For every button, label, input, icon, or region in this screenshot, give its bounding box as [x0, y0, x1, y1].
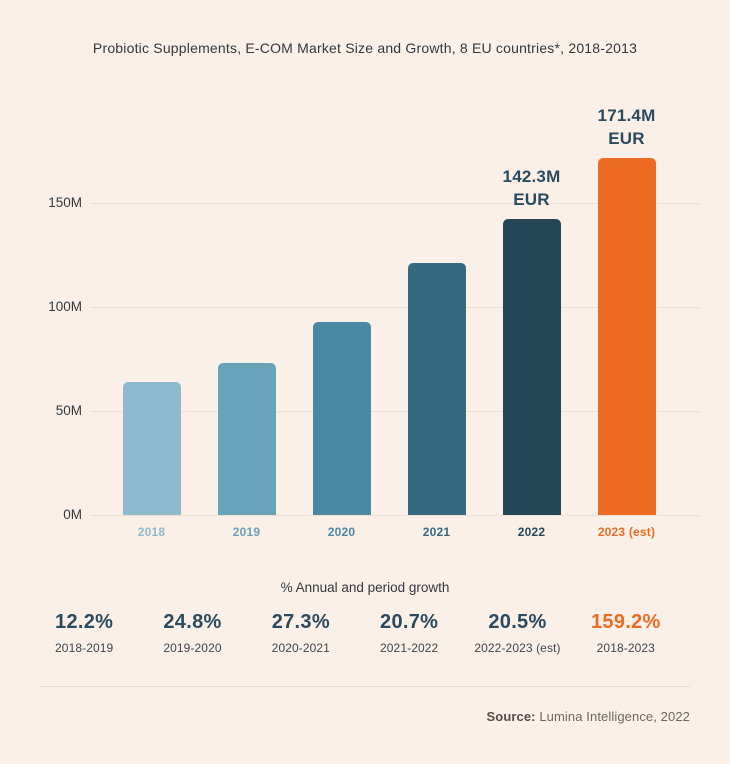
y-axis-tick-50m: 50M	[55, 403, 82, 418]
bar-column-2021	[389, 85, 484, 515]
callout-value: 171.4M	[597, 106, 656, 125]
y-axis-tick-100m: 100M	[48, 299, 82, 314]
x-axis-label-2023-est: 2023 (est)	[597, 525, 656, 539]
bar-column-2023-est: 171.4M EUR	[579, 85, 674, 515]
callout-unit: EUR	[608, 129, 645, 148]
callout-value: 142.3M	[502, 167, 561, 186]
growth-value: 159.2%	[590, 611, 661, 633]
bar-2021	[407, 263, 466, 515]
bar-column-2022: 142.3M EUR	[484, 85, 579, 515]
growth-range: 2018-2019	[55, 641, 114, 655]
bar-column-2020	[294, 85, 389, 515]
callout-unit: EUR	[513, 190, 550, 209]
growth-range: 2018-2023	[596, 641, 655, 655]
growth-range: 2022-2023 (est)	[474, 641, 561, 655]
x-axis-label-2019: 2019	[232, 525, 261, 539]
source-note: Source: Lumina Intelligence, 2022	[487, 709, 690, 724]
growth-section-heading: % Annual and period growth	[280, 580, 450, 595]
growth-range: 2019-2020	[163, 641, 222, 655]
x-axis-label-2021: 2021	[422, 525, 451, 539]
growth-item-2018-2023: 159.2% 2018-2023	[572, 610, 680, 655]
growth-value: 20.5%	[488, 611, 547, 633]
bar-value-callout-2023-est: 171.4M EUR	[598, 104, 656, 150]
growth-value: 20.7%	[380, 611, 439, 633]
x-axis-label-2018: 2018	[137, 525, 166, 539]
x-axis-label-2022: 2022	[517, 525, 546, 539]
growth-value: 27.3%	[271, 611, 330, 633]
bar-column-2019	[199, 85, 294, 515]
growth-item-2020-2021: 27.3% 2020-2021	[247, 610, 355, 655]
source-label: Source:	[486, 709, 536, 724]
growth-item-2018-2019: 12.2% 2018-2019	[30, 610, 138, 655]
y-gridline-150m	[90, 203, 700, 204]
growth-range: 2021-2022	[380, 641, 439, 655]
bar-2018	[122, 382, 181, 515]
bar-column-2018	[104, 85, 199, 515]
growth-range: 2020-2021	[271, 641, 330, 655]
y-axis-tick-150m: 150M	[48, 195, 82, 210]
bar-2020	[312, 322, 371, 515]
x-axis-label-2020: 2020	[327, 525, 356, 539]
bar-2019	[217, 363, 276, 515]
growth-row: 12.2% 2018-2019 24.8% 2019-2020 27.3% 2020-20…	[30, 610, 680, 655]
y-gridline-0m	[90, 515, 700, 516]
y-axis-tick-0m: 0M	[63, 507, 82, 522]
footer-divider	[40, 686, 690, 687]
growth-value: 24.8%	[163, 611, 222, 633]
y-gridline-100m	[90, 307, 700, 308]
source-text: Lumina Intelligence, 2022	[535, 709, 690, 724]
chart-title: Probiotic Supplements, E-COM Market Size…	[92, 40, 638, 56]
bar-2023-est	[597, 158, 656, 515]
y-gridline-50m	[90, 411, 700, 412]
growth-item-2021-2022: 20.7% 2021-2022	[355, 610, 463, 655]
bar-value-callout-2022: 142.3M EUR	[503, 165, 561, 211]
growth-value: 12.2%	[55, 611, 114, 633]
bar-2022	[502, 219, 561, 515]
growth-item-2019-2020: 24.8% 2019-2020	[138, 610, 246, 655]
growth-item-2022-2023-est: 20.5% 2022-2023 (est)	[463, 610, 571, 655]
